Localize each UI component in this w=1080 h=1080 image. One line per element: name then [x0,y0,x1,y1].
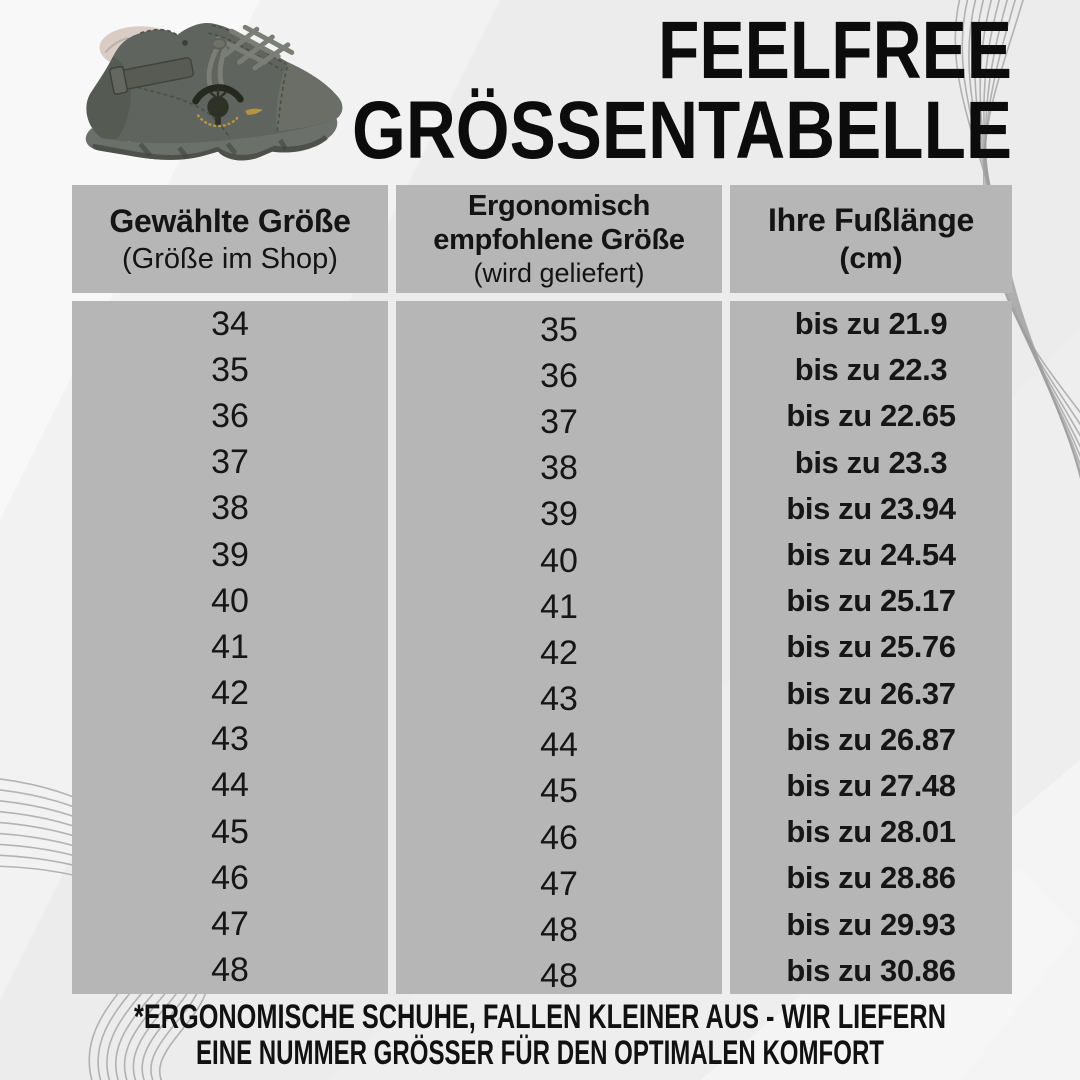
table-cell-value: 34 [211,304,249,343]
table-cell-value: 43 [211,720,249,759]
table-cell-value: 40 [540,541,578,580]
table-cell-value: bis zu 21.9 [794,306,948,342]
table-cell-value: 47 [211,905,249,944]
table-cell-value: bis zu 26.37 [786,675,956,711]
shoe-upper [86,22,343,144]
table-cell-value: bis zu 23.3 [794,444,948,480]
table-cell-value: 36 [211,396,249,435]
shoe-logo [192,84,263,128]
table-cell-value: bis zu 26.87 [786,721,956,757]
column-header-selected-size: Gewählte Größe (Größe im Shop) [72,185,388,293]
table-cell-value: 35 [211,350,249,389]
table-cell-value: 48 [540,911,578,950]
column-subtitle: (wird geliefert) [473,257,645,288]
column-values-selected-size: 34 35 36 37 38 39 40 41 42 43 44 45 46 47 48 [72,301,388,994]
table-cell-value: 46 [211,858,249,897]
table-cell-value: 48 [211,951,249,990]
table-cell-value: 44 [211,766,249,805]
table-cell-value: 35 [540,310,578,349]
table-cell-value: 36 [540,356,578,395]
column-title: Ihre Fußlänge [768,202,974,238]
product-photo-shoe [85,22,343,161]
table-cell-value: bis zu 28.01 [786,814,956,850]
table-cell-value: 38 [540,449,578,488]
table-cell-value: bis zu 29.93 [786,906,956,942]
table-cell-value: 48 [540,957,578,996]
table-cell-value: bis zu 22.65 [786,398,956,434]
footnote-line1: *ERGONOMISCHE SCHUHE, FALLEN KLEINER AUS… [134,998,946,1036]
table-cell-value: 40 [211,581,249,620]
column-title: Ergonomisch empfohlene Größe [433,189,685,256]
column-header-foot-length: Ihre Fußlänge (cm) [730,185,1012,293]
table-cell-value: 46 [540,818,578,857]
column-subtitle: (Größe im Shop) [122,242,338,275]
table-cell-value: 44 [540,726,578,765]
table-cell-value: 39 [211,535,249,574]
table-cell-value: 45 [540,772,578,811]
table-cell-value: bis zu 25.76 [786,629,956,665]
table-cell-value: 41 [211,627,249,666]
table-cell-value: 43 [540,680,578,719]
brand-title-line2: GRÖSSENTABELLE [352,85,1012,170]
footnote-text: *ERGONOMISCHE SCHUHE, FALLEN KLEINER AUS… [134,998,946,1072]
table-cell-value: bis zu 25.17 [786,583,956,619]
column-subtitle: (cm) [839,242,903,275]
column-title: Gewählte Größe [109,202,351,239]
brand-title-line1: FEELFREE [658,5,1012,96]
column-values-foot-length: bis zu 21.9 bis zu 22.3 bis zu 22.65 bis zu… [730,301,1012,994]
table-cell-value: bis zu 27.48 [786,767,956,803]
size-table: Gewählte Größe (Größe im Shop) Ergonomis… [72,185,1012,995]
table-cell-value: bis zu 22.3 [794,352,948,388]
table-cell-value: 37 [540,402,578,441]
shoe-strap [109,57,194,95]
table-cell-value: 37 [211,443,249,482]
table-cell-value: bis zu 23.94 [786,490,956,526]
table-cell-value: 47 [540,864,578,903]
table-cell-value: 42 [211,674,249,713]
brand-title: FEELFREE GRÖSSENTABELLE [352,5,1012,170]
column-values-recommended-size: 35 36 37 38 39 40 41 42 43 44 45 46 47 48 48 [396,301,722,995]
footnote-line2: EINE NUMMER GRÖSSER FÜR DEN OPTIMALEN KO… [196,1034,884,1072]
column-header-recommended-size: Ergonomisch empfohlene Größe (wird gelie… [396,185,722,293]
table-cell-value: bis zu 28.86 [786,860,956,896]
size-table-grid: Gewählte Größe (Größe im Shop) Ergonomis… [72,185,1012,995]
shoe-sole [85,112,338,161]
table-cell-value: 38 [211,489,249,528]
table-cell-value: 45 [211,812,249,851]
table-cell-value: bis zu 30.86 [786,952,956,988]
table-cell-value: bis zu 24.54 [786,537,956,573]
table-cell-value: 42 [540,633,578,672]
table-cell-value: 39 [540,495,578,534]
table-cell-value: 41 [540,587,578,626]
